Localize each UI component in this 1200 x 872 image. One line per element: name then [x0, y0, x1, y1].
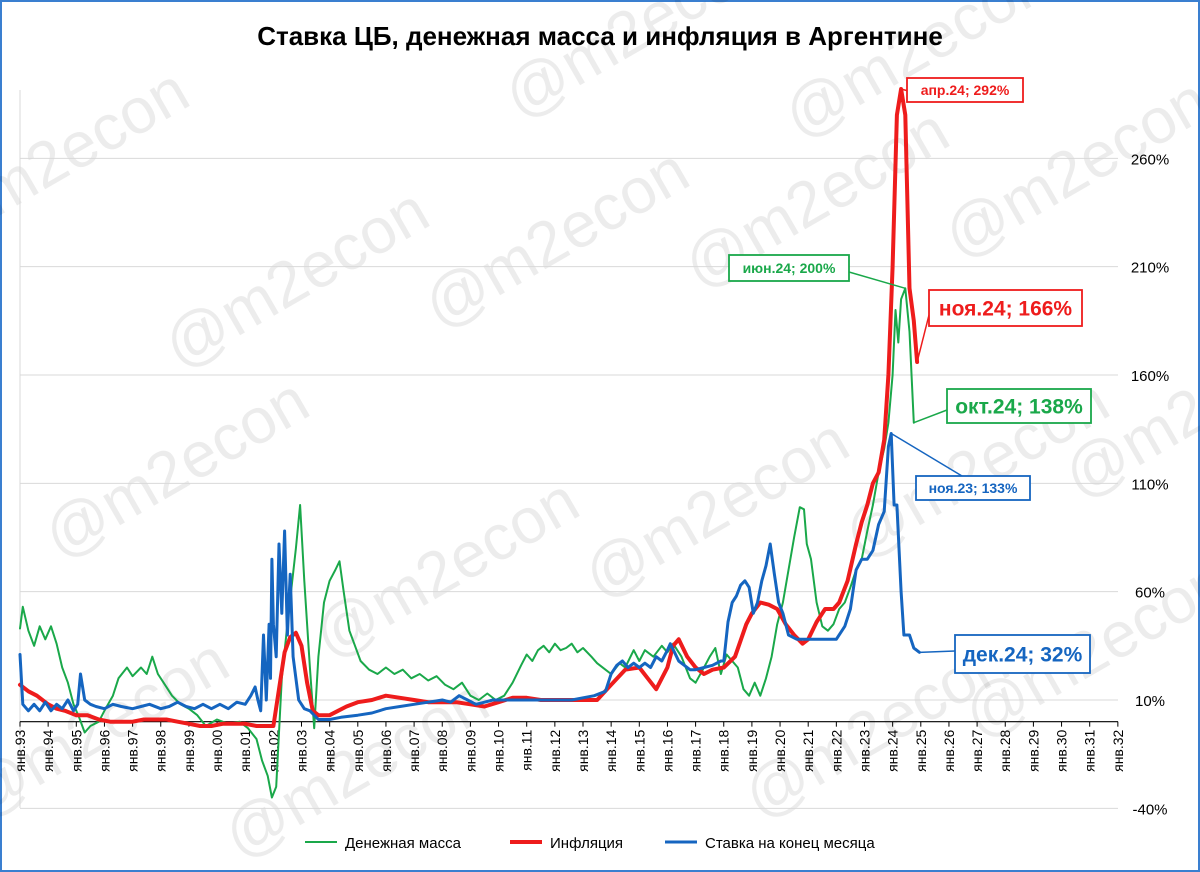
x-tick-label: янв.01 — [237, 729, 253, 771]
annotation-leader — [890, 432, 963, 477]
x-tick-label: янв.18 — [716, 729, 732, 771]
y-tick-label: 110% — [1131, 476, 1168, 493]
x-tick-label: янв.22 — [828, 729, 844, 771]
series-line-2 — [18, 432, 921, 721]
x-tick-label: янв.15 — [631, 729, 647, 771]
x-tick-label: янв.24 — [885, 729, 901, 771]
x-tick-label: янв.05 — [350, 729, 366, 771]
annotation-label: ноя.24; 166% — [939, 298, 1073, 321]
x-tick-label: янв.93 — [12, 729, 28, 771]
watermark-text: @m2econ — [491, 0, 780, 132]
annotations: апр.24; 292% ноя.24; 166% июн.24; 200% окт.… — [728, 77, 1092, 674]
annotation-leader — [919, 650, 956, 654]
x-tick-label: янв.09 — [462, 729, 478, 771]
watermark-text: @m2econ — [571, 403, 860, 612]
annotation-box — [928, 289, 1083, 327]
x-tick-label: янв.04 — [322, 729, 338, 771]
x-tick-label: янв.29 — [1025, 729, 1041, 771]
x-tick-label: янв.21 — [800, 729, 816, 771]
x-tick-label: янв.96 — [96, 729, 112, 771]
legend: Денежная масса Инфляция Ставка на конец ме… — [305, 835, 875, 852]
x-tick-label: янв.97 — [125, 729, 141, 771]
annotation-box — [728, 254, 850, 282]
y-tick-label: 260% — [1131, 151, 1169, 168]
annotation-box — [946, 388, 1092, 424]
x-tick-label: янв.31 — [1082, 729, 1098, 771]
annotation-label: ноя.23; 133% — [929, 480, 1018, 496]
annotation-label: апр.24; 292% — [921, 82, 1010, 98]
x-tick-label: янв.25 — [913, 729, 929, 771]
chart-title: Ставка ЦБ, денежная масса и инфляция в А… — [257, 21, 943, 51]
x-tick-label: янв.03 — [294, 729, 310, 771]
x-tick-label: янв.10 — [491, 729, 507, 771]
y-axis: -40% 10% 60% 110% 160% 210% 260% — [1131, 151, 1169, 818]
x-tick-label: янв.99 — [181, 729, 197, 771]
legend-label: Ставка на конец месяца — [705, 835, 875, 852]
x-tick-label: янв.32 — [1110, 729, 1126, 771]
y-tick-label: 160% — [1131, 368, 1169, 385]
y-tick-label: 210% — [1131, 260, 1169, 277]
x-tick-label: янв.06 — [378, 729, 394, 771]
x-tick-label: янв.12 — [547, 729, 563, 771]
watermark-text: @m2econ — [31, 363, 320, 572]
series-lines — [18, 87, 921, 799]
x-tick-label: янв.95 — [68, 729, 84, 771]
series-line-1 — [18, 87, 920, 728]
watermark-text: @m2econ — [0, 53, 200, 262]
x-tick-label: янв.20 — [772, 729, 788, 771]
watermark-text: @m2econ — [301, 463, 590, 672]
annotation-box — [906, 77, 1024, 103]
annotation-box — [915, 475, 1031, 501]
watermark-text: @m2econ — [411, 133, 700, 342]
x-tick-label: янв.07 — [406, 729, 422, 771]
x-tick-label: янв.26 — [941, 729, 957, 771]
y-tick-label: -40% — [1132, 801, 1167, 818]
annotation-box — [954, 634, 1091, 674]
y-tick-label: 10% — [1135, 693, 1165, 710]
annotation-label: июн.24; 200% — [743, 260, 836, 276]
x-tick-label: янв.30 — [1054, 729, 1070, 771]
x-tick-label: янв.19 — [744, 729, 760, 771]
legend-label: Инфляция — [550, 835, 623, 852]
x-tick-label: янв.17 — [688, 729, 704, 771]
x-tick-label: янв.27 — [969, 729, 985, 771]
annotation-label: окт.24; 138% — [955, 396, 1083, 419]
x-axis: янв.93 янв.94 янв.95 янв.96 янв.97 янв.98 янв.… — [12, 721, 1126, 772]
x-tick-label: янв.23 — [857, 729, 873, 771]
x-tick-label: янв.08 — [434, 729, 450, 771]
series-line-0 — [19, 287, 915, 799]
x-tick-label: янв.94 — [40, 729, 56, 771]
legend-label: Денежная масса — [345, 835, 462, 852]
x-tick-label: янв.13 — [575, 729, 591, 771]
x-tick-label: янв.16 — [659, 729, 675, 771]
annotation-label: дек.24; 32% — [963, 644, 1083, 667]
y-tick-label: 60% — [1135, 585, 1165, 602]
x-tick-label: янв.11 — [519, 729, 535, 770]
annotation-leader — [848, 271, 906, 290]
x-tick-label: янв.98 — [153, 729, 169, 771]
x-tick-label: янв.14 — [603, 729, 619, 771]
annotation-leader — [913, 409, 948, 424]
x-tick-label: янв.28 — [997, 729, 1013, 771]
x-tick-label: янв.00 — [209, 729, 225, 771]
annotation-leader — [916, 314, 930, 363]
watermark-text: @m2econ — [151, 173, 440, 382]
